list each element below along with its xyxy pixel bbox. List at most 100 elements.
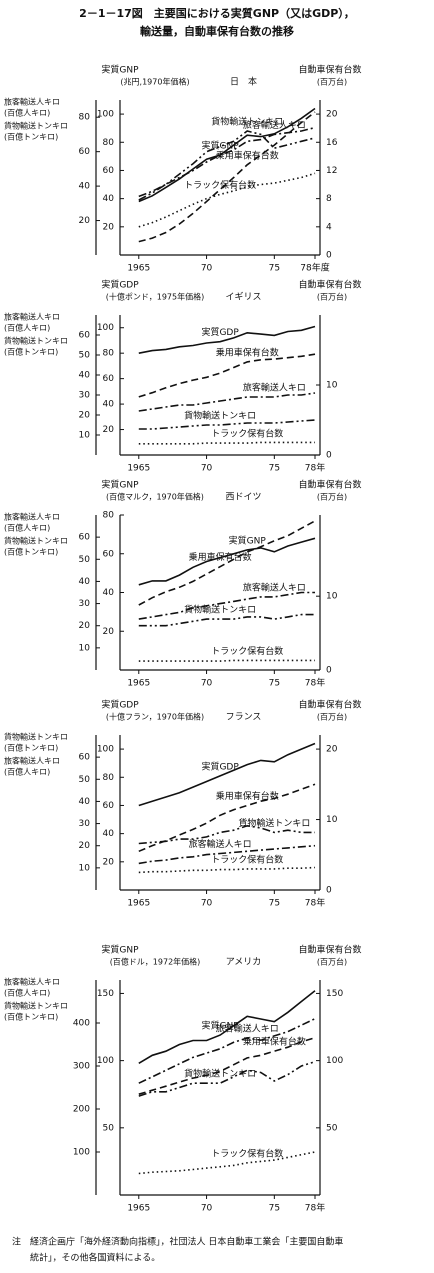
x-tick-label: 1965 — [127, 899, 150, 909]
y2-tick-label: 10 — [326, 815, 338, 825]
y2-tick-label: 0 — [326, 666, 332, 676]
y-axis-unit: (十億ポンド，1975年価格) — [106, 292, 204, 302]
x-tick-label: 75 — [269, 1204, 280, 1214]
chart-title: アメリカ — [226, 957, 262, 968]
series-label: 実質GDP — [201, 760, 239, 772]
y3-tick-label: 60 — [79, 753, 91, 763]
y3-tick-label: 400 — [73, 1019, 90, 1029]
series-line — [138, 591, 315, 620]
y3-tick-label: 80 — [79, 113, 91, 123]
y3-axis-label: 貨物輸送トンキロ — [4, 732, 68, 742]
y-tick-label: 40 — [103, 194, 115, 204]
y-tick-label: 60 — [103, 374, 115, 384]
series-line — [138, 441, 315, 445]
y-axis-label: 実質GDP — [101, 699, 139, 711]
y-tick-label: 20 — [103, 425, 115, 435]
y-axis-unit: (十億フラン，1970年価格) — [106, 712, 204, 722]
x-tick-label: 70 — [201, 464, 213, 474]
series-label: 旅客輸送人キロ — [243, 119, 306, 131]
y3-tick-label: 20 — [79, 216, 91, 226]
y-tick-label: 40 — [103, 400, 115, 410]
y3-tick-label: 50 — [79, 351, 91, 361]
y2-tick-label: 0 — [326, 451, 332, 461]
chart-title: フランス — [226, 712, 262, 723]
y3-tick-label: 40 — [79, 371, 91, 381]
y2-tick-label: 20 — [326, 110, 338, 120]
series-line — [138, 990, 316, 1064]
y2-tick-label: 12 — [326, 166, 337, 176]
y3-tick-label: 50 — [79, 555, 91, 565]
y3-axis-label: 旅客輸送人キロ — [4, 756, 60, 766]
y-axis-unit: (兆円,1970年価格) — [120, 77, 189, 87]
y-tick-label: 60 — [103, 166, 115, 176]
y-tick-label: 20 — [103, 857, 115, 867]
chart-title: 日 本 — [230, 76, 257, 88]
y-tick-label: 100 — [97, 110, 114, 120]
x-tick-label: 70 — [201, 899, 213, 909]
series-line — [138, 107, 316, 203]
y3-tick-label: 40 — [79, 797, 91, 807]
series-line — [138, 537, 316, 586]
x-tick-label: 1965 — [127, 264, 150, 274]
y3-axis-unit: (百億人キロ) — [4, 523, 50, 533]
series-label: 実質GNP — [202, 1020, 240, 1032]
y2-axis-label: 自動車保有台数 — [298, 479, 361, 491]
y3-axis-label: 旅客輸送人キロ — [4, 312, 60, 322]
y3-tick-label: 60 — [79, 331, 91, 341]
y-tick-label: 50 — [103, 1123, 115, 1133]
x-tick-label: 70 — [201, 264, 213, 274]
y2-tick-label: 0 — [326, 886, 332, 896]
series-label: 実質GDP — [201, 326, 239, 338]
y3-axis-label: 貨物輸送トンキロ — [4, 1001, 68, 1011]
y3-axis-unit: (百億トンキロ) — [4, 132, 58, 142]
x-tick-label: 78年度 — [300, 262, 329, 274]
series-line — [138, 866, 316, 874]
page-title: 輸送量，自動車保有台数の推移 — [140, 24, 294, 38]
series-line — [138, 844, 316, 865]
y2-tick-label: 10 — [326, 592, 338, 602]
y3-axis-unit: (百億トンキロ) — [4, 743, 58, 753]
footnote: 統計」，その他各国資料による。 — [30, 1252, 160, 1264]
y-tick-label: 20 — [103, 627, 115, 637]
series-label: 旅客輸送人キロ — [189, 838, 252, 850]
y3-axis-unit: (百億人キロ) — [4, 988, 50, 998]
y3-tick-label: 300 — [73, 1062, 90, 1072]
x-tick-label: 75 — [269, 679, 280, 689]
y2-axis-unit: (百万台) — [317, 492, 347, 502]
y-tick-label: 60 — [103, 549, 115, 559]
series-label: 旅客輸送人キロ — [243, 581, 306, 593]
y3-axis-unit: (百億人キロ) — [4, 323, 50, 333]
x-tick-label: 78年 — [305, 462, 325, 474]
y2-axis-unit: (百万台) — [317, 957, 347, 967]
y3-axis-unit: (百億トンキロ) — [4, 347, 58, 357]
y3-tick-label: 10 — [79, 431, 91, 441]
y3-axis-label: 旅客輸送人キロ — [4, 97, 60, 107]
y3-tick-label: 200 — [73, 1105, 90, 1115]
y3-axis-label: 旅客輸送人キロ — [4, 512, 60, 522]
series-line — [138, 659, 315, 662]
y3-tick-label: 20 — [79, 411, 91, 421]
y3-tick-label: 40 — [79, 182, 91, 192]
y-tick-label: 100 — [97, 745, 114, 755]
series-line — [138, 111, 316, 243]
series-label: トラック保有台数 — [211, 1147, 283, 1159]
series-line — [138, 1017, 316, 1084]
y-tick-label: 150 — [97, 989, 114, 999]
x-tick-label: 70 — [201, 679, 213, 689]
y2-tick-label: 0 — [326, 251, 332, 261]
x-tick-label: 78年 — [305, 677, 325, 689]
x-tick-label: 78年 — [305, 1202, 325, 1214]
y3-tick-label: 10 — [79, 643, 91, 653]
y2-axis-label: 自動車保有台数 — [298, 64, 361, 76]
chart-title: イギリス — [225, 292, 261, 303]
series-line — [138, 824, 315, 845]
y-axis-unit: (百億ドル，1972年価格) — [110, 957, 201, 967]
series-line — [138, 1060, 316, 1097]
x-tick-label: 75 — [269, 464, 280, 474]
y-tick-label: 100 — [97, 1056, 114, 1066]
series-line — [138, 613, 315, 627]
y3-tick-label: 60 — [79, 533, 91, 543]
y3-tick-label: 40 — [79, 577, 91, 587]
y-tick-label: 20 — [103, 222, 115, 232]
y2-axis-unit: (百万台) — [317, 77, 347, 87]
